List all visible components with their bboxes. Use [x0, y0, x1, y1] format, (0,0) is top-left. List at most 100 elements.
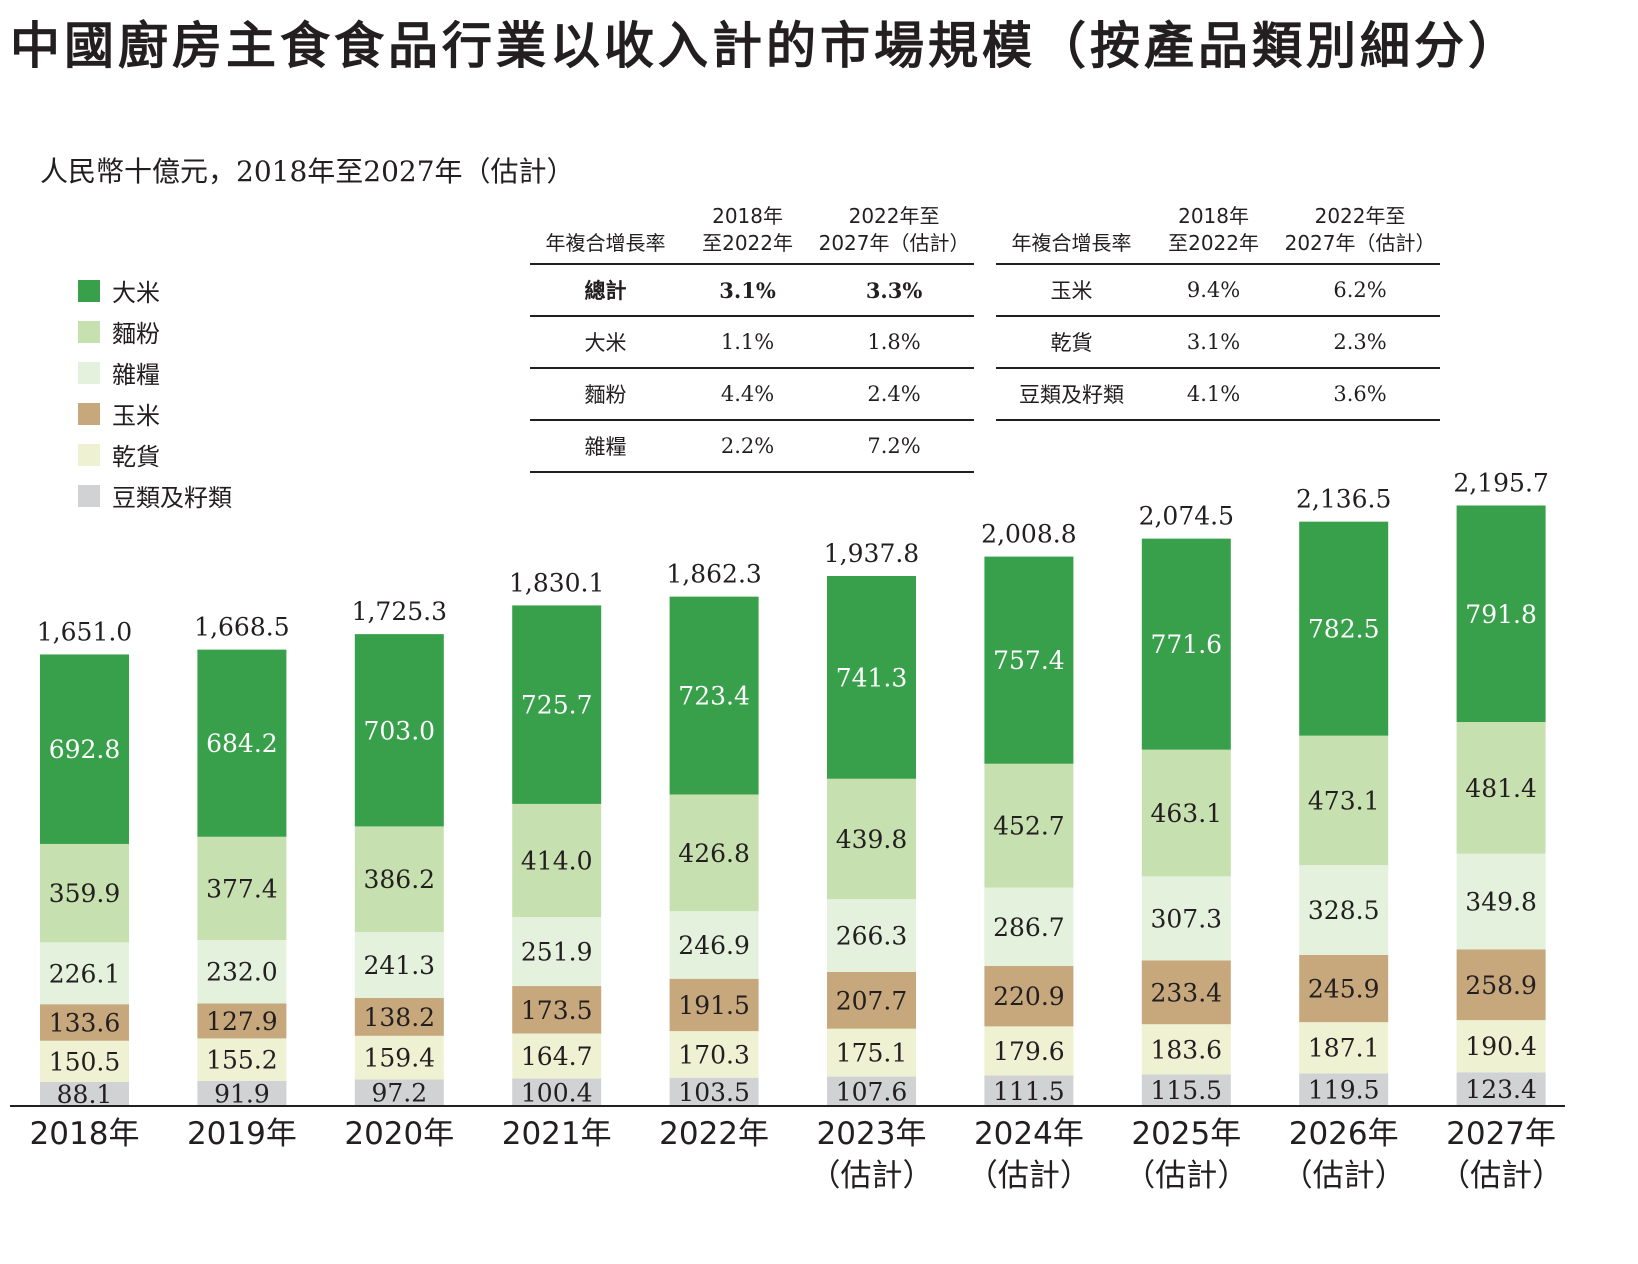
bar-segment: [1299, 865, 1389, 955]
total-label: 2,136.5: [1296, 485, 1391, 514]
data-label: 133.6: [49, 1008, 121, 1037]
table-header-line: 2027年（估計）: [818, 231, 970, 255]
table-header-line: 2022年至: [1314, 204, 1406, 228]
legend-item: 玉米: [78, 393, 232, 434]
bar-segment: [512, 605, 602, 804]
data-label: 241.3: [364, 951, 436, 980]
data-label: 426.8: [678, 839, 750, 868]
x-tick-label: 2019年: [187, 1116, 297, 1152]
table-value-cell: 4.4%: [680, 368, 815, 421]
data-label: 452.7: [993, 812, 1065, 841]
data-label: 328.5: [1308, 896, 1380, 925]
table-header-line: 2022年至: [848, 204, 940, 228]
data-label: 757.4: [993, 646, 1065, 675]
data-label: 127.9: [206, 1007, 278, 1036]
table-value-cell: 1.8%: [814, 316, 974, 369]
legend-label: 玉米: [112, 402, 160, 430]
bar-segment: [40, 942, 129, 1005]
bar-segment: [1299, 735, 1389, 866]
legend-swatch: [78, 484, 100, 507]
bar-segment: [197, 1038, 287, 1081]
data-label: 307.3: [1151, 904, 1223, 933]
table-row: 乾貨 3.1% 2.3%: [996, 316, 1440, 369]
legend-swatch: [78, 279, 100, 302]
bar-segment: [1456, 1072, 1546, 1106]
data-label: 463.1: [1151, 799, 1223, 828]
table-header-line: 2018年: [712, 204, 783, 228]
bar-segment: [40, 1081, 129, 1106]
legend-label: 大米: [112, 279, 160, 307]
data-label: 190.4: [1465, 1032, 1537, 1061]
total-label: 2,008.8: [981, 520, 1076, 549]
bar-segment: [827, 1076, 916, 1106]
bar-segment: [1299, 521, 1389, 736]
chart-title: 中國廚房主食食品行業以收入計的市場規模（按產品類別細分）: [10, 17, 1522, 75]
x-tick-label: 2023年: [817, 1116, 927, 1152]
bar-segment: [40, 843, 129, 943]
bar-segment: [1141, 1074, 1231, 1106]
bar-segment: [354, 1079, 444, 1106]
data-label: 123.4: [1465, 1075, 1537, 1104]
total-label: 1,725.3: [352, 597, 447, 626]
data-label: 100.4: [521, 1078, 593, 1107]
bar-segment: [1456, 853, 1546, 950]
data-label: 91.9: [214, 1079, 270, 1108]
data-label: 107.6: [836, 1077, 908, 1106]
legend-label: 麵粉: [112, 320, 160, 348]
data-label: 473.1: [1308, 786, 1380, 815]
data-label: 692.8: [49, 735, 121, 764]
bar-segment: [669, 596, 759, 795]
total-label: 1,668.5: [194, 613, 289, 642]
data-label: 377.4: [206, 874, 278, 903]
legend-label: 雜糧: [112, 361, 160, 389]
x-tick-label: 2026年: [1289, 1116, 1399, 1152]
total-label: 1,937.8: [824, 539, 919, 568]
legend-label: 乾貨: [112, 443, 160, 471]
data-label: 723.4: [678, 682, 750, 711]
bar-segment: [984, 763, 1074, 888]
data-label: 220.9: [993, 982, 1065, 1011]
data-label: 233.4: [1151, 978, 1223, 1007]
bar-segment: [1141, 1024, 1231, 1075]
bar-segment: [984, 1075, 1074, 1106]
bar-segment: [1456, 722, 1546, 854]
bar-segment: [512, 986, 602, 1034]
data-label: 414.0: [521, 847, 593, 876]
data-label: 183.6: [1151, 1035, 1223, 1064]
legend: 大米 麵粉 雜糧 玉米 乾貨 豆類及籽類: [78, 270, 232, 516]
data-label: 155.2: [206, 1046, 278, 1075]
table-value-cell: 3.6%: [1280, 368, 1440, 421]
data-label: 164.7: [521, 1042, 593, 1071]
data-label: 187.1: [1308, 1034, 1380, 1063]
total-label: 1,651.0: [37, 617, 132, 646]
data-label: 286.7: [993, 913, 1065, 942]
data-label: 771.6: [1151, 630, 1223, 659]
table-value-cell: 9.4%: [1146, 264, 1281, 317]
x-tick-label: 2027年: [1446, 1116, 1556, 1152]
table-value-cell: 3.3%: [814, 264, 974, 317]
stacked-bar-chart: 88.1 150.5 133.6 226.1 359.9 692.8 1,651.0 2018…: [10, 470, 1565, 1194]
bar-segment: [1141, 749, 1231, 877]
table-category-cell: 乾貨: [996, 316, 1147, 369]
table-value-cell: 2.3%: [1280, 316, 1440, 369]
x-tick-label: 2018年: [30, 1116, 140, 1152]
legend-swatch: [78, 320, 100, 343]
bar-segment: [827, 1028, 916, 1077]
legend-item: 大米: [78, 270, 232, 311]
bar-segment: [984, 1026, 1074, 1076]
table-row: 雜糧 2.2% 7.2%: [530, 420, 974, 473]
data-label: 103.5: [678, 1078, 750, 1107]
table-category-cell: 玉米: [996, 264, 1147, 317]
table-category-cell: 大米: [530, 316, 681, 369]
data-label: 138.2: [364, 1003, 436, 1032]
x-tick-label: （估計）: [1124, 1158, 1248, 1194]
legend-item: 乾貨: [78, 434, 232, 475]
data-label: 170.3: [678, 1040, 750, 1069]
bar-segment: [827, 899, 916, 972]
bar-segment: [827, 576, 916, 779]
bar-segment: [1456, 1020, 1546, 1073]
bar-segment: [354, 998, 444, 1036]
bar-segment: [354, 826, 444, 933]
data-label: 245.9: [1308, 975, 1380, 1004]
x-tick-label: （估計）: [1282, 1158, 1406, 1194]
